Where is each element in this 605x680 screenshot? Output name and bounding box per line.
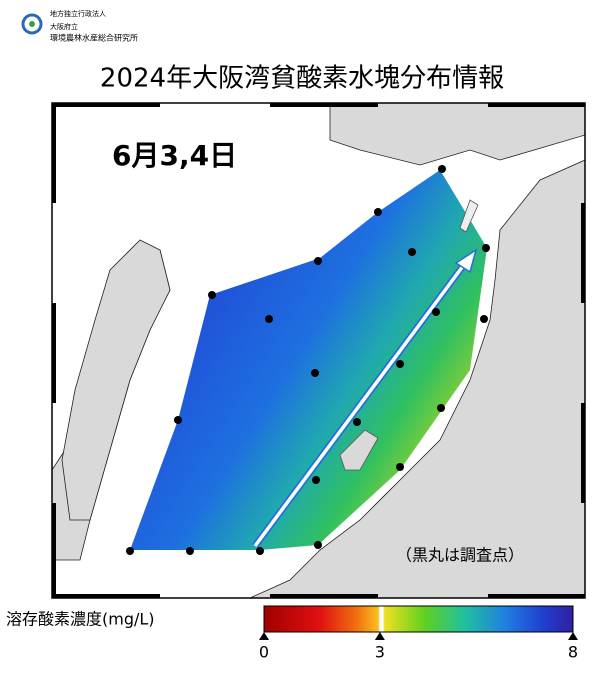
org-line: 環境農林水産総合研究所 bbox=[50, 33, 138, 43]
tick-mark bbox=[568, 632, 578, 640]
stations bbox=[126, 165, 490, 555]
org-line: 地方独立行政法人 bbox=[50, 9, 106, 18]
colorbar-label: 溶存酸素濃度(mg/L) bbox=[6, 610, 155, 629]
tick-label: 8 bbox=[568, 643, 578, 662]
tick-label: 0 bbox=[259, 643, 269, 662]
colorbar-ramp bbox=[263, 605, 574, 633]
org-line: 大阪府立 bbox=[50, 22, 78, 31]
colorbar: 溶存酸素濃度(mg/L) 0 3 8 bbox=[6, 605, 578, 662]
map bbox=[52, 103, 585, 598]
tick-label: 3 bbox=[375, 643, 385, 662]
logo bbox=[21, 13, 43, 35]
frame-ticks bbox=[52, 103, 585, 598]
note: （黒丸は調査点） bbox=[396, 546, 524, 565]
date: 6月3,4日 bbox=[112, 139, 237, 172]
title: 2024年大阪湾貧酸素水塊分布情報 bbox=[100, 64, 504, 94]
tick-mark bbox=[259, 632, 269, 640]
tick-mark bbox=[374, 632, 385, 640]
